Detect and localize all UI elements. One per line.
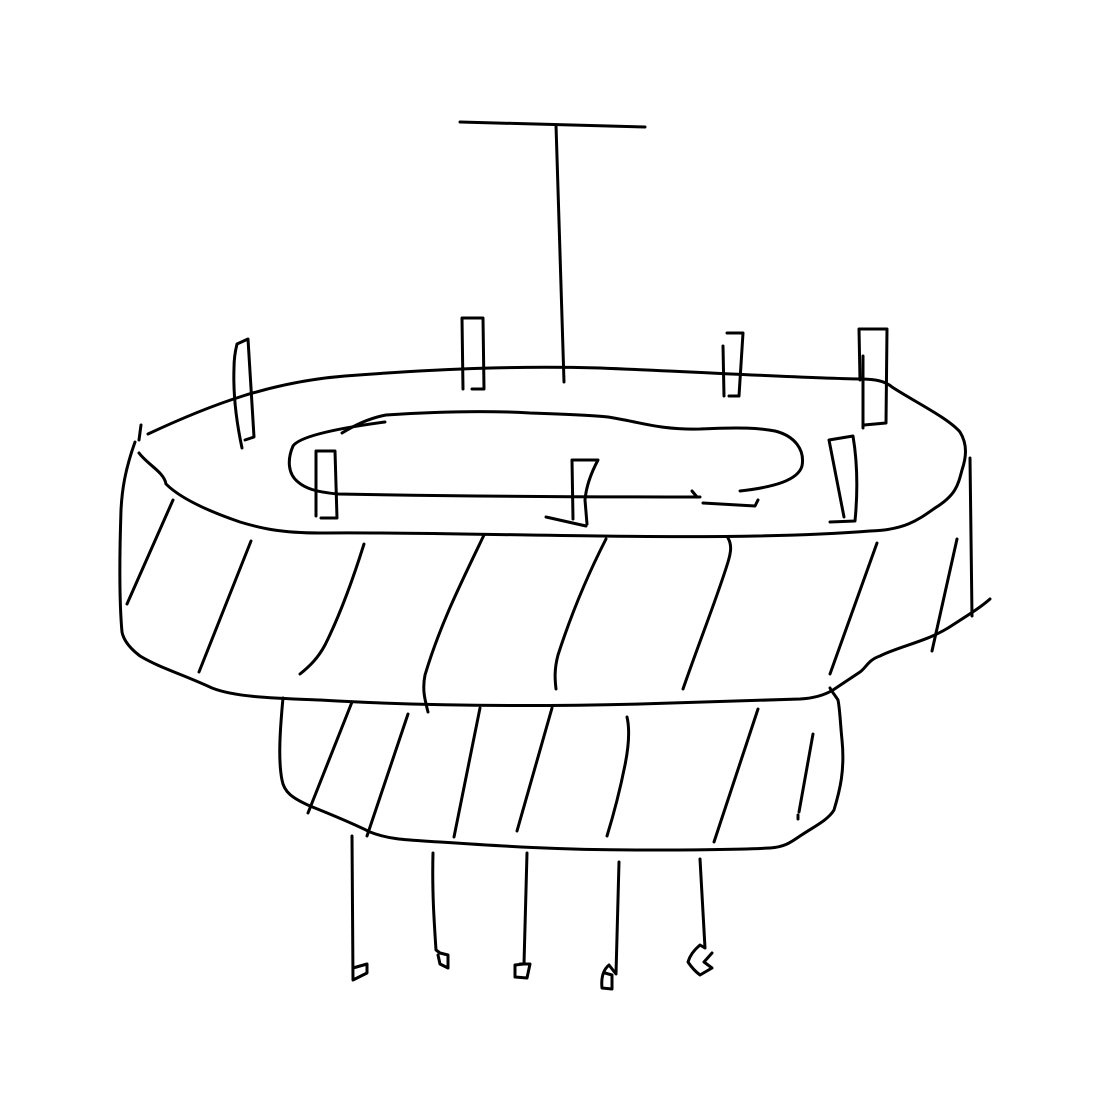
upper-rib bbox=[828, 541, 879, 676]
lower-rib bbox=[712, 707, 760, 844]
upper-rib bbox=[298, 542, 366, 676]
ceiling-plate bbox=[458, 120, 647, 129]
drop-chain bbox=[686, 857, 714, 977]
lower-rib bbox=[306, 700, 354, 815]
upper-tier-wall-right bbox=[968, 456, 974, 618]
drop-chain bbox=[350, 834, 369, 982]
inner-bowl-lip-right bbox=[701, 498, 760, 508]
candle-icon bbox=[232, 337, 256, 450]
upper-rib bbox=[930, 537, 959, 653]
lower-rib bbox=[797, 732, 815, 814]
candle-icon bbox=[314, 449, 339, 520]
drop-chain bbox=[513, 851, 532, 980]
lower-rib bbox=[365, 712, 410, 838]
candle-icon bbox=[460, 316, 486, 391]
upper-rib bbox=[681, 536, 733, 691]
candle-icon bbox=[544, 458, 600, 528]
upper-tier-wall-left bbox=[118, 440, 992, 708]
upper-rib bbox=[125, 498, 175, 606]
candle-icon bbox=[827, 434, 859, 524]
drop-chain bbox=[600, 860, 621, 991]
hanging-rod bbox=[554, 123, 566, 384]
upper-tier-rim bbox=[137, 365, 967, 539]
inner-bowl-back bbox=[340, 410, 805, 493]
upper-rib bbox=[197, 539, 253, 674]
drop-chain bbox=[431, 851, 450, 970]
inner-bowl-lip bbox=[690, 489, 699, 499]
lower-rib bbox=[605, 715, 631, 838]
candle-icon bbox=[721, 331, 745, 398]
lower-rib bbox=[452, 706, 482, 839]
upper-tier-rim-edge bbox=[137, 423, 143, 442]
candle-icon bbox=[857, 327, 889, 430]
upper-rib bbox=[422, 533, 486, 714]
lower-rib bbox=[515, 706, 554, 833]
inner-bowl bbox=[287, 420, 702, 499]
upper-rib bbox=[553, 537, 608, 691]
